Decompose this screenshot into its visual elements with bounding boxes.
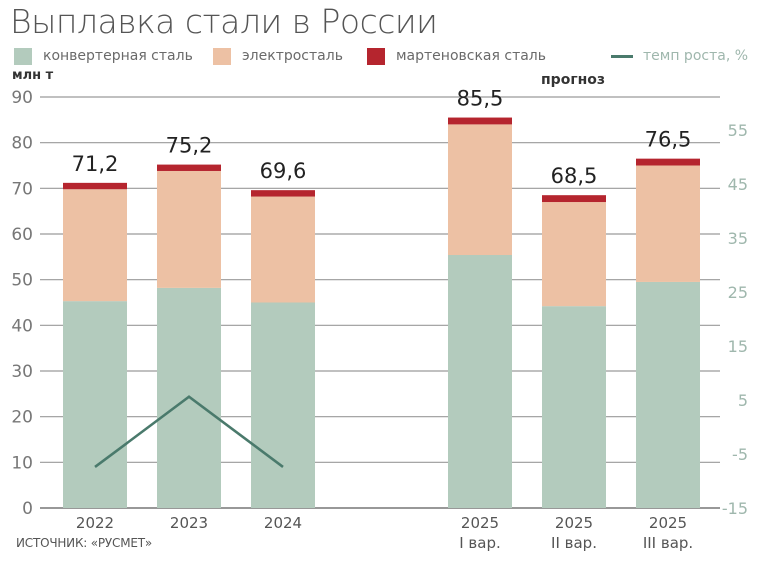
x-tick-label: 2024 — [264, 514, 302, 532]
x-tick-label: 2022 — [76, 514, 114, 532]
y-right-tick-label: 35 — [728, 229, 748, 248]
x-tick-label: 2025 — [555, 514, 593, 532]
bar-segment — [157, 170, 221, 288]
x-tick-sublabel: I вар. — [459, 534, 501, 552]
bar-stack — [63, 182, 127, 508]
y-tick-label: 10 — [11, 453, 33, 473]
y-tick-label: 70 — [11, 179, 33, 199]
bar-segment — [251, 190, 315, 197]
bar-segment — [636, 158, 700, 166]
bar-segment — [63, 301, 127, 508]
source-note: ИСТОЧНИК: «РУСМЕТ» — [16, 536, 153, 550]
bar-segment — [63, 189, 127, 302]
legend-swatch-open-hearth — [367, 47, 385, 65]
bar-segment — [448, 255, 512, 508]
legend-label: электросталь — [242, 48, 343, 64]
right-axis: -15 -5 5 15 25 35 45 55 — [722, 121, 748, 518]
y-right-tick-label: 55 — [728, 121, 748, 140]
gridlines — [40, 96, 720, 509]
x-tick-label: 2023 — [170, 514, 208, 532]
bar-stack — [448, 117, 512, 508]
bar-segment — [251, 302, 315, 508]
chart-title: Выплавка стали в России — [10, 2, 438, 41]
total-label: 71,2 — [72, 152, 119, 176]
legend-swatch-electric — [213, 47, 231, 65]
y-right-tick-label: 45 — [728, 175, 748, 194]
y-right-tick-label: 5 — [738, 391, 748, 410]
total-label: 69,6 — [260, 159, 307, 183]
total-label: 85,5 — [457, 87, 504, 111]
bar-segment — [542, 202, 606, 307]
growth-rate-polyline — [94, 395, 284, 469]
x-tick-sublabel: III вар. — [643, 534, 693, 552]
bar-segment — [542, 195, 606, 203]
legend-label: конвертерная сталь — [43, 48, 193, 64]
bar-segment — [251, 196, 315, 303]
y-right-tick-label: 25 — [728, 283, 748, 302]
total-label: 75,2 — [166, 134, 213, 158]
legend-label: мартеновская сталь — [396, 48, 547, 64]
left-axis: 0 10 20 30 40 50 60 70 80 90 — [11, 88, 33, 519]
forecast-annotation: прогноз — [541, 72, 606, 88]
y-tick-label: 80 — [11, 134, 33, 154]
bar-stack — [157, 164, 221, 508]
y-tick-label: 50 — [11, 271, 33, 291]
legend-item-open-hearth: мартеновская сталь — [367, 46, 546, 66]
growth-rate-line — [94, 395, 284, 469]
bar-stack — [636, 158, 700, 508]
x-tick-label: 2025 — [649, 514, 687, 532]
y-right-tick-label: -15 — [722, 499, 748, 518]
bar-segment — [542, 306, 606, 508]
y-tick-label: 0 — [22, 499, 33, 519]
legend-label: темп роста, % — [643, 48, 749, 64]
legend-item-converter: конвертерная сталь — [14, 46, 193, 66]
y-tick-label: 40 — [11, 316, 33, 336]
y-right-tick-label: -5 — [732, 445, 748, 464]
legend-swatch-converter — [14, 47, 32, 65]
bar-segment — [448, 124, 512, 256]
total-labels: 71,2 75,2 69,6 85,5 68,5 76,5 — [72, 87, 692, 189]
y-right-tick-label: 15 — [728, 337, 748, 356]
legend-item-growth-rate: темп роста, % — [611, 46, 748, 66]
total-label: 68,5 — [551, 164, 598, 188]
y-tick-label: 20 — [11, 408, 33, 428]
bar-segment — [636, 281, 700, 508]
y-tick-label: 90 — [11, 88, 33, 108]
y-tick-label: 30 — [11, 362, 33, 382]
bar-segment — [448, 117, 512, 125]
total-label: 76,5 — [645, 128, 692, 152]
bar-stack — [542, 195, 606, 508]
legend-line-growth-rate — [611, 54, 633, 58]
bars — [63, 117, 700, 508]
y-tick-label: 60 — [11, 225, 33, 245]
x-axis: 2022 2023 2024 2025 I вар. 2025 II вар. 2025 III… — [76, 514, 693, 552]
bar-segment — [157, 164, 221, 171]
x-tick-label: 2025 — [461, 514, 499, 532]
x-tick-sublabel: II вар. — [551, 534, 597, 552]
bar-stack — [251, 190, 315, 508]
bar-segment — [63, 182, 127, 190]
legend-item-electric: электросталь — [213, 46, 343, 66]
bar-segment — [636, 165, 700, 282]
y-axis-unit-label: млн т — [12, 68, 54, 83]
